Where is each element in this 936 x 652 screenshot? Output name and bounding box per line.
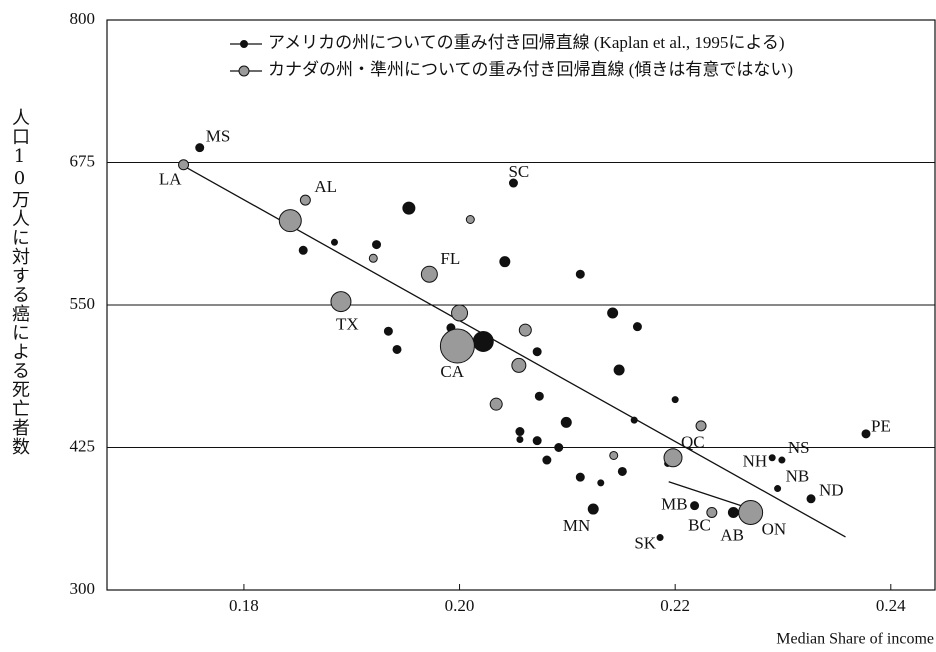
point-label: SK — [634, 533, 656, 552]
x-tick-label: 0.18 — [229, 596, 259, 615]
data-point — [607, 307, 619, 319]
data-point — [372, 240, 382, 250]
x-tick-label: 0.24 — [876, 596, 906, 615]
data-point — [706, 506, 718, 518]
data-point — [738, 499, 764, 525]
data-point — [575, 472, 585, 482]
y-tick-label: 675 — [70, 151, 96, 170]
data-point — [511, 357, 527, 373]
point-label: MB — [661, 495, 687, 514]
data-point — [420, 265, 438, 283]
point-label: CA — [440, 362, 464, 381]
y-tick-label: 300 — [70, 579, 96, 598]
data-point — [861, 429, 871, 439]
point-label: ND — [819, 481, 844, 500]
data-point — [671, 396, 679, 404]
legend-label: カナダの州・準州についての重み付き回帰直線 (傾きは有意ではない) — [268, 60, 793, 79]
data-point — [554, 443, 564, 452]
data-point — [465, 215, 475, 224]
data-point — [532, 347, 542, 357]
data-point — [278, 209, 302, 233]
point-label: AL — [314, 177, 337, 196]
point-label: NB — [786, 466, 810, 485]
point-label: QC — [681, 433, 705, 452]
point-label: AB — [720, 525, 744, 544]
data-point — [613, 364, 625, 376]
data-point — [695, 420, 707, 432]
data-point — [806, 494, 816, 504]
legend-label: アメリカの州についての重み付き回帰直線 (Kaplan et al., 1995… — [268, 33, 785, 52]
point-label: NS — [788, 438, 810, 457]
data-point — [330, 238, 338, 246]
data-point — [489, 397, 503, 411]
x-axis-label: Median Share of income — [776, 631, 934, 648]
data-point — [472, 330, 494, 352]
point-label: BC — [688, 515, 711, 534]
data-point — [656, 534, 664, 542]
data-point — [451, 304, 469, 322]
data-point — [534, 391, 544, 401]
data-point — [617, 466, 627, 476]
legend-marker — [238, 65, 250, 77]
data-point — [727, 506, 739, 518]
point-label: MN — [563, 516, 590, 535]
data-point — [587, 503, 599, 515]
data-point — [663, 448, 683, 468]
y-axis-label: 人口10万人に対する癌による死亡者数 — [9, 108, 30, 456]
data-point — [439, 328, 475, 364]
point-label: TX — [336, 314, 359, 333]
data-point — [609, 450, 619, 460]
data-point — [542, 455, 552, 465]
point-label: PE — [871, 417, 891, 436]
x-tick-label: 0.22 — [660, 596, 690, 615]
data-point — [368, 253, 378, 263]
data-point — [518, 323, 532, 337]
data-point — [768, 454, 776, 462]
data-point — [632, 322, 642, 332]
data-point — [178, 159, 190, 171]
data-point — [298, 245, 308, 255]
legend-marker — [240, 40, 248, 48]
x-tick-label: 0.20 — [445, 596, 475, 615]
data-point — [630, 416, 638, 424]
data-point — [690, 501, 700, 511]
y-tick-label: 550 — [70, 294, 96, 313]
data-point — [402, 201, 416, 215]
data-point — [392, 344, 402, 354]
data-point — [499, 256, 511, 268]
data-point — [383, 326, 393, 336]
point-label: FL — [440, 249, 460, 268]
data-point — [508, 178, 518, 188]
y-tick-label: 425 — [70, 436, 96, 455]
data-point — [532, 436, 542, 446]
point-label: ON — [762, 519, 787, 538]
data-point — [774, 485, 782, 493]
data-point — [597, 479, 605, 487]
data-point — [778, 456, 786, 464]
point-label: NH — [743, 452, 768, 471]
data-point — [299, 194, 311, 206]
data-point — [575, 269, 585, 279]
data-point — [516, 436, 524, 444]
data-point — [515, 427, 525, 437]
y-tick-label: 800 — [70, 9, 96, 28]
point-label: MS — [206, 127, 231, 146]
point-label: LA — [159, 170, 182, 189]
data-point — [560, 416, 572, 428]
data-point — [330, 291, 352, 313]
data-point — [195, 143, 205, 153]
point-label: SC — [508, 162, 529, 181]
